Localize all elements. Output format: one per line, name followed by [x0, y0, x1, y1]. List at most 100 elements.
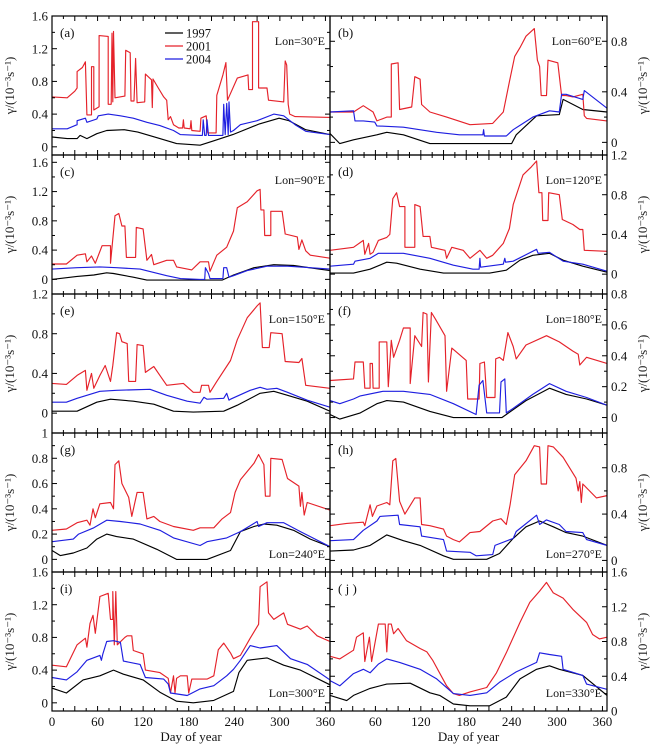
panel-f: 0 0.2 0.4 0.6 0.8 γ/(10⁻³s⁻¹) (f) Lon=180°E	[329, 287, 650, 434]
x-ticks	[51, 572, 326, 711]
series-group	[330, 311, 607, 420]
y-tick-labels: 0 0.4 0.8 1.2	[611, 148, 628, 282]
legend-label-2001: 2001	[186, 39, 211, 53]
y-tick-label: 0.4	[32, 107, 49, 122]
y-tick-label: 0	[42, 139, 49, 154]
longitude-annotation: Lon=180°E	[546, 312, 602, 326]
longitude-annotation: Lon=330°E	[546, 686, 602, 700]
panel-label: ( j )	[338, 581, 357, 596]
y-ticks	[330, 174, 607, 275]
y-tick-label: 0.8	[32, 326, 48, 341]
series-line-2001	[52, 302, 330, 393]
panel-label: (e)	[60, 303, 74, 318]
x-tick-label: 300	[270, 714, 290, 729]
x-axis-title: Day of year	[160, 729, 222, 744]
series-group	[330, 581, 607, 707]
x-tick-label: 60	[369, 714, 382, 729]
y-axis-title: γ/(10⁻³s⁻¹)	[635, 335, 650, 394]
panel-label: (b)	[338, 25, 353, 40]
series-group	[52, 302, 330, 413]
series-line-1997	[330, 665, 607, 707]
y-ticks	[52, 313, 330, 414]
y-tick-label: 0.2	[611, 379, 627, 394]
y-tick-label: 0.4	[611, 227, 628, 242]
y-tick-labels: 0 0.4 0.8 1.2	[32, 287, 49, 421]
y-tick-labels: 0 0.4 0.8 1.2 1.6	[32, 565, 49, 711]
series-line-2004	[52, 265, 330, 280]
series-line-1997	[52, 657, 330, 704]
legend-label-2004: 2004	[186, 52, 212, 66]
y-axis-title: γ/(10⁻³s⁻¹)	[2, 474, 17, 533]
series-line-2004	[52, 519, 330, 548]
panel-j: 0 0.4 0.8 1.2 1.6 γ/(10⁻³s⁻¹) 60 120 180 240 300 36…	[329, 565, 650, 744]
y-tick-label: 1.6	[32, 565, 49, 580]
y-tick-label: 0.8	[32, 630, 48, 645]
y-tick-label: 0.4	[32, 366, 49, 381]
y-tick-label: 0.4	[611, 348, 628, 363]
series-line-2004	[52, 101, 330, 136]
x-tick-label: 120	[411, 714, 431, 729]
x-tick-label: 180	[456, 714, 476, 729]
y-ticks	[330, 588, 607, 695]
y-tick-labels: 0 0.4 0.8	[611, 460, 628, 568]
y-tick-label: 0	[611, 410, 618, 425]
series-line-2004	[330, 514, 607, 557]
y-tick-label: 0.4	[32, 501, 49, 516]
y-ticks	[52, 31, 330, 148]
series-line-2001	[330, 160, 607, 259]
series-group	[52, 581, 330, 704]
y-tick-label: 0.8	[611, 34, 627, 49]
y-axis-title: γ/(10⁻³s⁻¹)	[2, 196, 17, 255]
series-line-2004	[330, 378, 607, 416]
y-tick-label: 0.2	[32, 527, 48, 542]
y-tick-label: 0	[42, 552, 49, 567]
y-tick-label: 0.4	[32, 243, 49, 258]
series-line-1997	[52, 117, 330, 146]
x-tick-label: 240	[225, 714, 245, 729]
y-tick-label: 0.6	[611, 317, 628, 332]
panel-label: (f)	[338, 303, 351, 318]
series-line-1997	[330, 520, 607, 560]
series-line-1997	[330, 387, 607, 420]
y-tick-label: 0	[611, 267, 618, 282]
x-tick-labels: 0 60 120 180 240 300 360	[49, 714, 335, 729]
longitude-annotation: Lon=240°E	[269, 547, 325, 561]
x-tick-label: 300	[547, 714, 567, 729]
series-line-1997	[330, 98, 607, 145]
y-tick-label: 0	[42, 272, 49, 287]
longitude-annotation: Lon=90°E	[275, 173, 325, 187]
y-tick-label: 0.8	[611, 460, 627, 475]
series-line-2001	[52, 188, 330, 272]
x-ticks	[329, 572, 603, 711]
x-ticks	[51, 16, 326, 155]
panel-label: (i)	[60, 581, 72, 596]
y-tick-label: 1.2	[32, 184, 48, 199]
series-line-2004	[52, 386, 330, 408]
y-axis-title: γ/(10⁻³s⁻¹)	[2, 335, 17, 394]
x-tick-label: 0	[49, 714, 56, 729]
series-line-2004	[330, 652, 607, 696]
series-line-2004	[52, 640, 330, 697]
series-line-2001	[52, 453, 330, 531]
x-tick-labels: 60 120 180 240 300 360	[369, 714, 612, 729]
series-line-2001	[330, 311, 607, 400]
panel-label: (g)	[60, 442, 75, 457]
panel-c: 0 0.4 0.8 1.2 1.6 γ/(10⁻³s⁻¹) (c) Lon=90°E	[2, 154, 331, 295]
x-ticks	[329, 433, 603, 572]
y-tick-labels: 0 0.4 0.8 1.2 1.6	[32, 155, 49, 287]
panel-label: (d)	[338, 164, 353, 179]
y-tick-label: 0.8	[611, 187, 627, 202]
y-ticks	[330, 40, 607, 143]
x-tick-label: 360	[316, 714, 336, 729]
y-tick-labels: 0 0.2 0.4 0.6 0.8	[611, 287, 628, 426]
panel-label: (a)	[60, 25, 74, 40]
panel-g: 0 0.2 0.4 0.6 0.8 1 γ/(10⁻³s⁻¹) (g) Lon=240°E	[2, 426, 331, 573]
y-tick-label: 0	[611, 135, 618, 150]
series-line-2001	[330, 581, 607, 696]
longitude-annotation: Lon=300°E	[269, 686, 325, 700]
y-tick-label: 0.8	[32, 213, 48, 228]
longitude-annotation: Lon=120°E	[546, 173, 602, 187]
y-ticks	[52, 445, 330, 560]
